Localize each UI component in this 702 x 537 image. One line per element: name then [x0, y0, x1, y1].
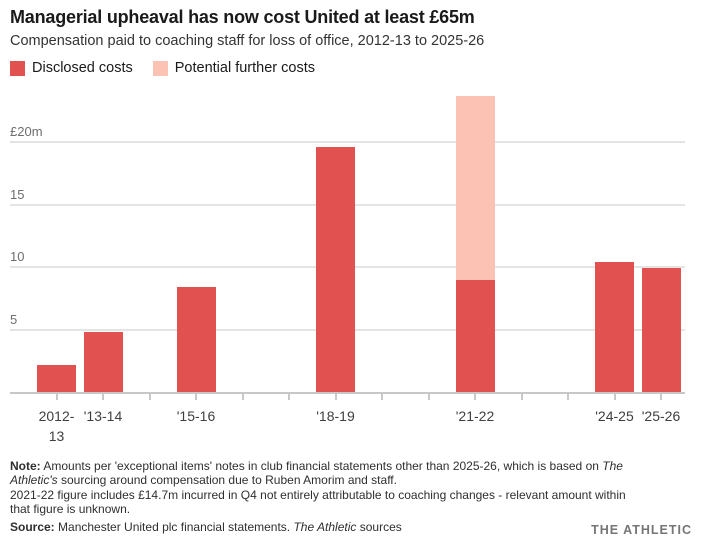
- note-line: Note: Amounts per 'exceptional items' no…: [10, 459, 650, 473]
- text-segment: Manchester United plc financial statemen…: [54, 520, 294, 534]
- x-axis-tick: [55, 394, 58, 400]
- legend-swatch-icon: [10, 60, 25, 76]
- y-axis-label-20: £20m: [10, 124, 43, 139]
- x-axis-tick: [148, 394, 151, 400]
- bar-disclosed-13-14: [83, 332, 123, 392]
- x-axis-label-15-16: '15-16: [150, 406, 242, 426]
- text-segment: 2021-22 figure includes £14.7m incurred …: [10, 487, 626, 502]
- x-axis-tick: [613, 394, 616, 400]
- x-axis-tick: [288, 394, 290, 400]
- text-segment: The Athletic: [293, 520, 357, 534]
- note-line: 2021-22 figure includes £14.7m incurred …: [10, 488, 650, 502]
- bar-disclosed-25-26: [641, 268, 681, 392]
- text-segment: Amounts per 'exceptional items' notes in…: [40, 459, 603, 473]
- x-axis-tick: [102, 394, 104, 400]
- x-axis-tick: [195, 394, 197, 400]
- y-axis-label-15: 15: [10, 186, 25, 202]
- x-axis-label-line: '21-22: [455, 408, 495, 424]
- legend-label: Disclosed costs: [32, 60, 133, 76]
- x-axis-line: [10, 392, 685, 394]
- legend-swatch-icon: [152, 60, 168, 76]
- x-axis-tick: [520, 394, 523, 400]
- x-axis-label-line: 13: [48, 428, 65, 444]
- note-text: Note: Amounts per 'exceptional items' no…: [10, 459, 650, 517]
- text-segment: The: [602, 459, 623, 473]
- x-axis-tick: [567, 394, 569, 400]
- bar-potential-21-22: [455, 95, 495, 280]
- x-axis-label-13-14: '13-14: [57, 406, 149, 426]
- note-line: Athletic's sourcing around compensation …: [10, 473, 650, 487]
- chart-title: Managerial upheaval has now cost United …: [10, 7, 475, 27]
- x-axis-label-21-22: '21-22: [429, 406, 521, 426]
- x-axis-label-line: '18-19: [316, 408, 355, 424]
- chart-area: 5 10 15 £20m 2012- 13 '13-14 '15-16 '18-19 '21-22…: [10, 90, 685, 444]
- text-segment: Source:: [10, 520, 55, 534]
- legend-item-Disclosed-costs: Disclosed costs: [10, 60, 133, 76]
- x-axis-label-line: '13-14: [83, 408, 123, 424]
- bar-disclosed-18-19: [316, 147, 355, 392]
- x-axis-tick: [334, 394, 337, 400]
- text-segment: sourcing around compensation due to Rube…: [57, 473, 397, 488]
- athletic-wordmark: THE ATHLETIC: [591, 523, 692, 537]
- x-axis-tick: [381, 394, 383, 400]
- chart-subtitle: Compensation paid to coaching staff for …: [10, 33, 485, 49]
- text-segment: sources: [356, 520, 402, 534]
- note-line: that figure is unknown.: [10, 502, 650, 516]
- bar-disclosed-15-16: [176, 287, 216, 392]
- gridline-20: [10, 141, 685, 143]
- x-axis-label-18-19: '18-19: [290, 406, 382, 426]
- x-axis-label-24-25: '24-25: [569, 406, 661, 426]
- bar-disclosed-21-22: [455, 279, 495, 392]
- y-axis-label-5: 5: [10, 311, 18, 327]
- x-axis-label-line: '24-25: [595, 408, 634, 424]
- text-segment: Athletic's: [10, 473, 58, 488]
- x-axis-tick: [660, 394, 662, 400]
- x-axis-tick: [427, 394, 430, 400]
- x-axis-label-line: '25-26: [641, 408, 681, 424]
- x-axis-label-2012-13: 2012- 13: [11, 406, 103, 446]
- x-axis-tick: [474, 394, 476, 400]
- legend: Disclosed costs Potential further costs: [10, 60, 335, 76]
- bar-disclosed-24-25: [595, 262, 634, 392]
- x-axis-tick: [241, 394, 244, 400]
- text-segment: Note:: [10, 459, 41, 473]
- x-axis-label-line: '15-16: [176, 408, 216, 424]
- source-text: Source: Manchester United plc financial …: [10, 520, 402, 534]
- legend-item-Potential-further-costs: Potential further costs: [152, 60, 315, 76]
- legend-label: Potential further costs: [174, 60, 315, 76]
- x-axis-label-line: 2012-: [38, 408, 75, 424]
- x-axis-label-25-26: '25-26: [615, 406, 702, 426]
- text-segment: that figure is unknown.: [10, 502, 131, 517]
- y-axis-label-10: 10: [10, 249, 25, 264]
- bar-disclosed-2012-13: [37, 364, 76, 392]
